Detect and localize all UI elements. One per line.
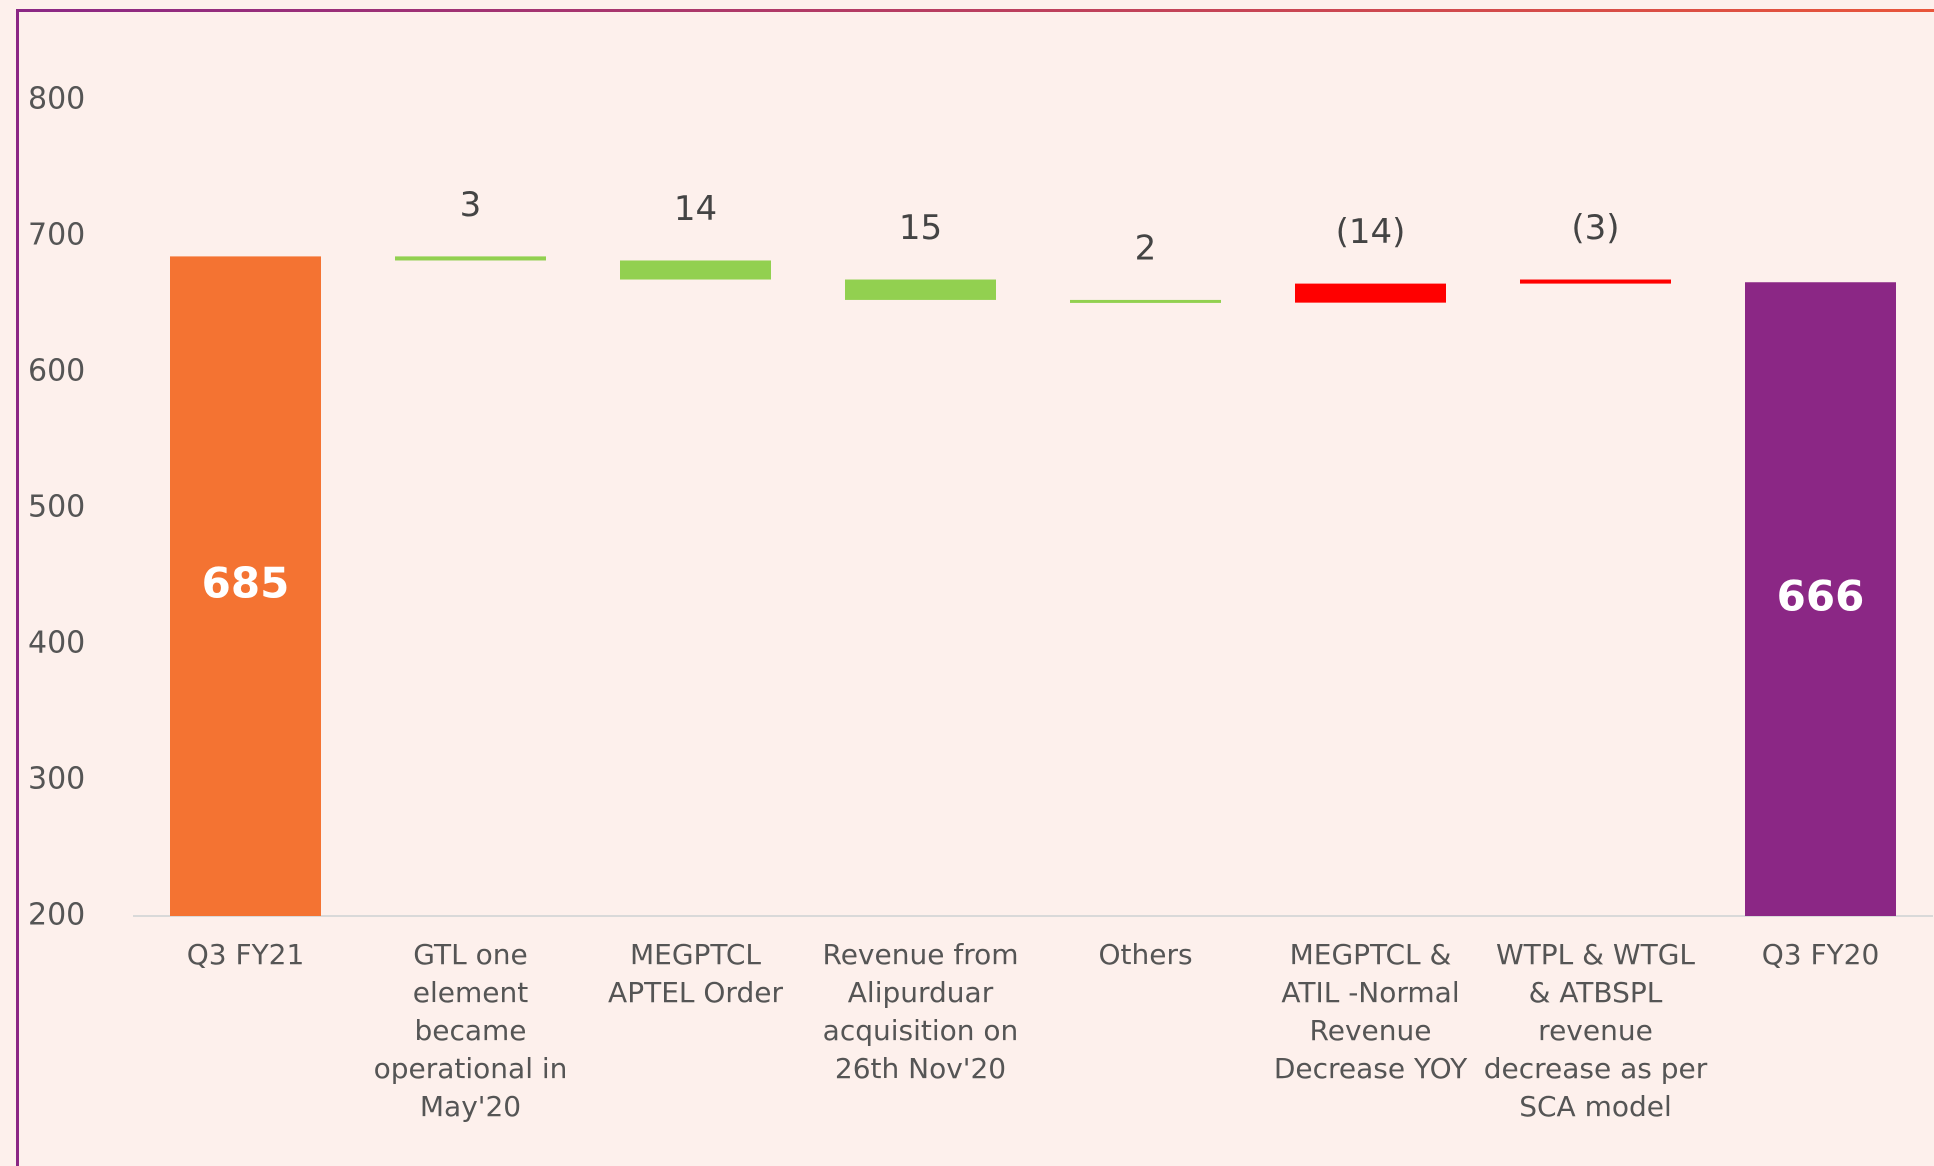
value-label: 14: [674, 189, 717, 229]
y-tick-label: 800: [28, 82, 85, 117]
value-label: 15: [899, 208, 942, 248]
top-border: [16, 9, 1934, 12]
left-border: [16, 9, 19, 1166]
x-tick-label: WTPL & WTGL & ATBSPL revenue decrease as…: [1483, 938, 1708, 1123]
x-tick-label: Others: [1098, 938, 1193, 971]
x-tick-label: MEGPTCL APTEL Order: [608, 938, 783, 1009]
x-tick-label-box: Q3 FY20: [1761, 938, 1880, 971]
x-tick-label: GTL one element became operational in Ma…: [373, 938, 568, 1123]
x-tick-label: Q3 FY21: [186, 938, 305, 971]
x-tick-label: Q3 FY20: [1761, 938, 1880, 971]
bar: [620, 260, 771, 280]
bar: [1520, 279, 1671, 284]
value-label: (14): [1336, 212, 1406, 252]
bar: [170, 256, 321, 916]
bar: [1070, 299, 1221, 303]
x-tick-label-box: WTPL & WTGL & ATBSPL revenue decrease as…: [1483, 938, 1708, 1123]
x-tick-label: Revenue from Alipurduar acquisition on 2…: [822, 938, 1019, 1085]
x-tick-label-box: GTL one element became operational in Ma…: [373, 938, 568, 1123]
x-tick-label: MEGPTCL & ATIL -Normal Revenue Decrease …: [1273, 938, 1468, 1085]
x-tick-label-box: Others: [1098, 938, 1193, 971]
y-tick-label: 700: [28, 218, 85, 253]
value-label: 2: [1135, 228, 1157, 268]
bar: [845, 279, 996, 300]
y-tick-label: 200: [28, 898, 85, 933]
bar: [395, 256, 546, 261]
y-tick-label: 500: [28, 490, 85, 525]
x-tick-label-box: MEGPTCL & ATIL -Normal Revenue Decrease …: [1273, 938, 1468, 1085]
bar: [1295, 283, 1446, 303]
y-tick-label: 400: [28, 626, 85, 661]
bar: [1745, 282, 1896, 916]
x-tick-label-box: Q3 FY21: [186, 938, 305, 971]
x-tick-label-box: Revenue from Alipurduar acquisition on 2…: [822, 938, 1019, 1085]
value-label: (3): [1571, 208, 1619, 248]
value-label: 666: [1777, 572, 1865, 621]
value-label: 685: [202, 559, 290, 608]
y-tick-label: 600: [28, 354, 85, 389]
value-label: 3: [460, 185, 482, 225]
y-tick-label: 300: [28, 762, 85, 797]
x-tick-label-box: MEGPTCL APTEL Order: [608, 938, 783, 1009]
